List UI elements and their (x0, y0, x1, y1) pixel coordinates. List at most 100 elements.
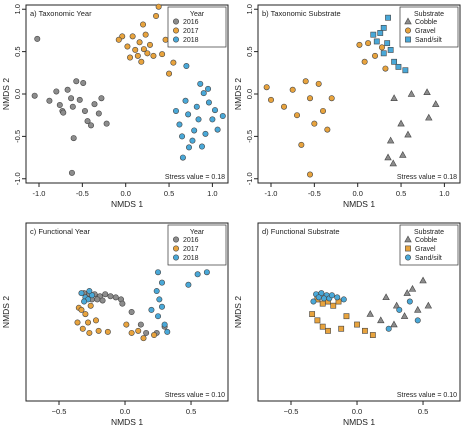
data-point (123, 321, 130, 328)
data-point (356, 41, 363, 48)
data-point (81, 298, 88, 305)
legend-title: Substrate (414, 11, 444, 18)
data-point (423, 88, 431, 96)
data-point (309, 311, 316, 317)
x-tick-label: −0.5 (52, 407, 67, 416)
data-point (185, 144, 192, 151)
y-tick-label: -1.0 (13, 172, 22, 185)
y-tick-label: 0.0 (13, 89, 22, 99)
data-point (159, 51, 166, 58)
data-point (307, 95, 314, 102)
data-point (382, 293, 390, 301)
data-point (85, 319, 92, 326)
data-point (318, 290, 325, 297)
data-point (158, 303, 165, 310)
legend-title: Year (190, 229, 205, 236)
data-point (392, 301, 401, 309)
data-point (155, 3, 162, 10)
y-axis-label: NMDS 2 (233, 78, 243, 110)
data-point (334, 294, 341, 301)
data-point (172, 107, 179, 114)
series-2018 (78, 269, 210, 335)
data-point (64, 86, 71, 93)
data-point (140, 46, 147, 53)
data-point (396, 306, 403, 313)
data-point (166, 70, 173, 77)
data-point (103, 120, 110, 127)
panel-3: −0.5 0.0 0.5 NMDS 1 NMDS 2 c) Functional Year… (1, 222, 229, 427)
data-point (140, 21, 147, 28)
x-tick-label: -1.0 (265, 189, 278, 198)
data-point (95, 110, 102, 117)
data-point (378, 44, 385, 51)
data-point (53, 88, 60, 95)
x-tick-label: 0.0 (352, 189, 362, 198)
legend-label: 2016 (183, 19, 199, 26)
series-cobble (384, 88, 440, 167)
data-point (214, 126, 221, 133)
data-point (107, 293, 114, 300)
data-point (68, 169, 75, 176)
series-2018 (172, 63, 226, 161)
data-point (146, 41, 153, 48)
data-point (330, 302, 337, 309)
legend-title: Substrate (414, 229, 444, 236)
data-point (211, 107, 218, 114)
data-point (86, 288, 93, 295)
data-point (128, 329, 135, 336)
data-point (132, 46, 139, 53)
data-point (294, 112, 301, 119)
data-point (373, 38, 380, 45)
data-point (382, 65, 389, 72)
data-point (268, 96, 275, 103)
legend-label: 2017 (183, 28, 199, 35)
data-point (82, 311, 89, 318)
data-point (400, 312, 409, 319)
data-point (78, 306, 85, 313)
data-point (87, 302, 94, 309)
x-tick-label: 0.0 (352, 407, 362, 416)
legend-label: Cobble (415, 19, 437, 26)
data-point (281, 103, 288, 110)
data-point (414, 305, 422, 313)
data-point (385, 325, 392, 332)
data-point (183, 63, 190, 70)
panel-1: -1.0 -0.5 0.0 0.5 1.0 -1.0 -0.5 0.0 0.5 1.0 NMDS 1… (1, 3, 229, 209)
legend-marker (173, 36, 180, 43)
data-point (179, 154, 186, 161)
series-2017 (115, 3, 177, 77)
data-point (127, 54, 134, 61)
series-2016 (31, 35, 110, 176)
data-point (397, 119, 405, 127)
data-point (319, 323, 326, 330)
y-tick-label: 1.0 (245, 4, 254, 14)
data-point (140, 335, 147, 342)
data-point (94, 296, 101, 303)
stress-value: Stress value = 0.18 (165, 174, 225, 181)
data-point (370, 31, 377, 38)
data-point (60, 109, 67, 116)
data-point (156, 296, 163, 303)
data-point (79, 325, 86, 332)
data-point (314, 317, 321, 324)
data-point (89, 292, 96, 299)
data-point (321, 295, 328, 302)
data-point (200, 90, 207, 97)
data-point (153, 13, 160, 20)
data-point (432, 100, 440, 107)
panel-label: a) Taxonomic Year (30, 9, 92, 18)
x-tick-label: 0.5 (186, 407, 196, 416)
data-point (298, 141, 305, 148)
data-point (263, 84, 270, 91)
data-point (112, 294, 119, 301)
data-point (84, 118, 91, 125)
data-point (74, 319, 81, 326)
data-point (162, 36, 169, 43)
data-point (354, 321, 360, 328)
x-tick-label: 1.0 (439, 189, 449, 198)
legend-label: 2018 (183, 255, 199, 262)
legend-label: Sand/silt (415, 255, 442, 262)
data-point (70, 135, 77, 142)
